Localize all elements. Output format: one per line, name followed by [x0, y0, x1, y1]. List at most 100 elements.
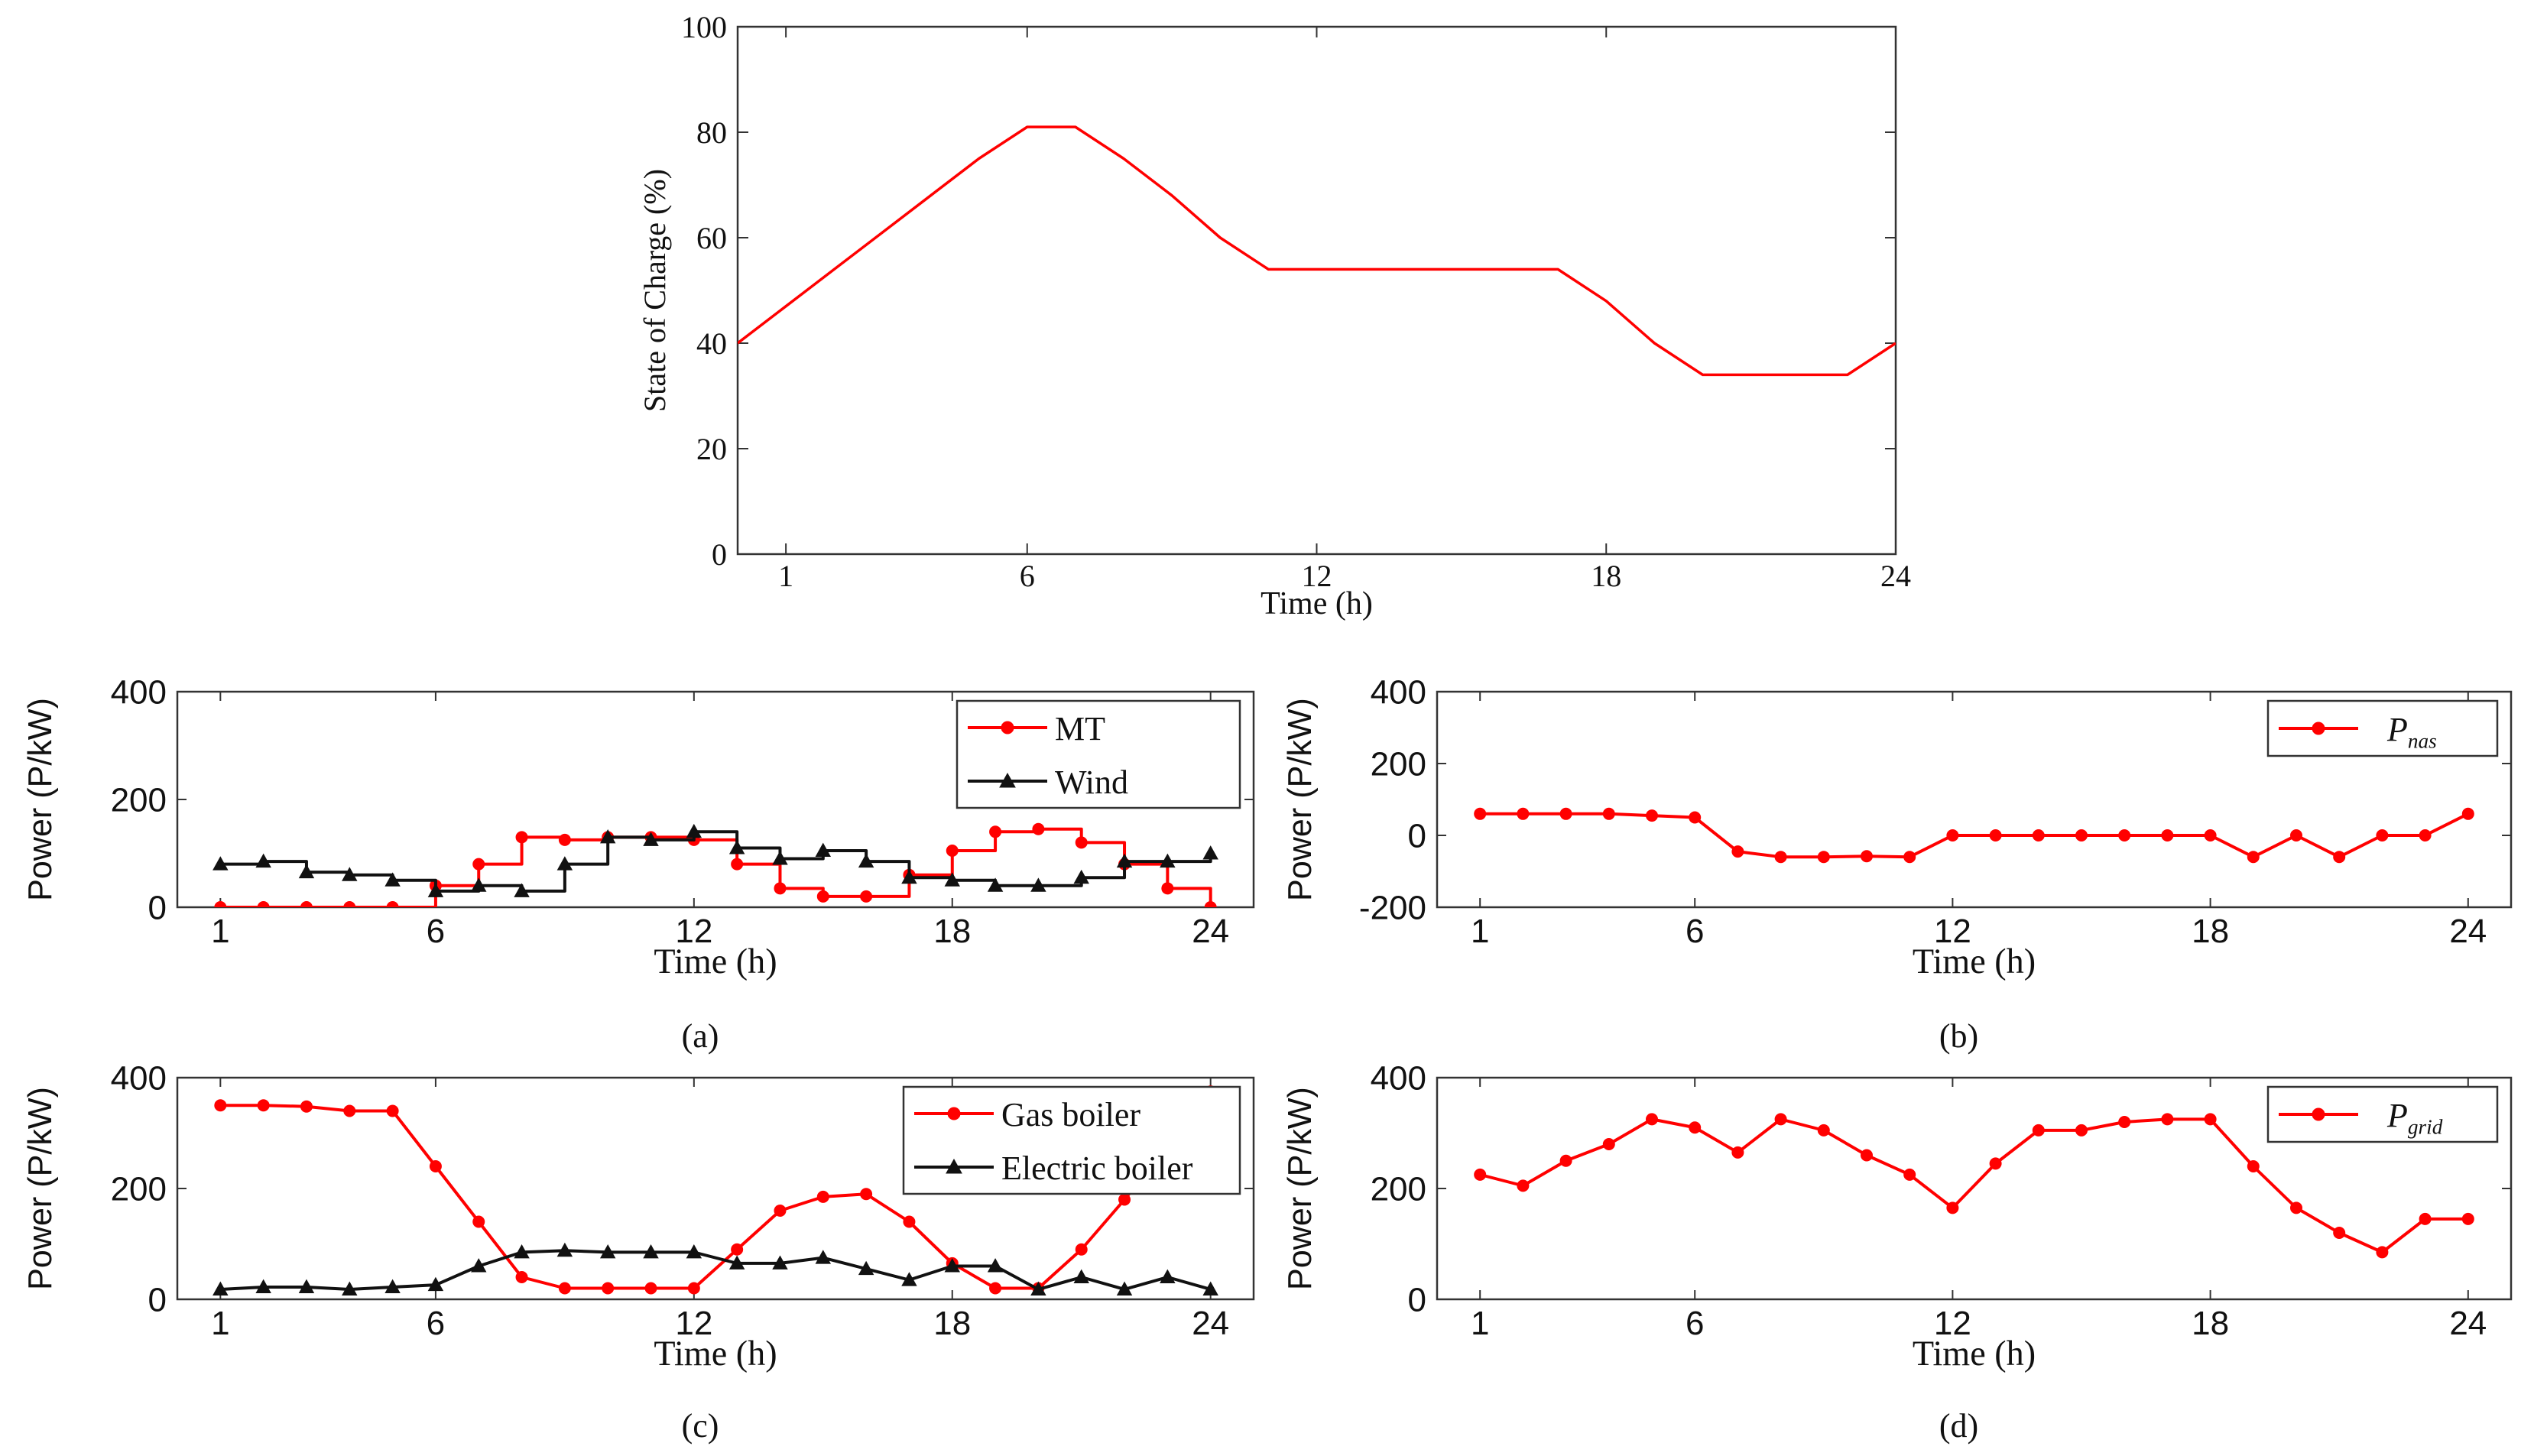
- data-point: [515, 1271, 528, 1283]
- y-tick-label: 200: [111, 1170, 167, 1208]
- panel-caption: (a): [682, 1017, 719, 1055]
- data-point: [731, 1243, 744, 1256]
- legend-subscript: grid: [2408, 1116, 2443, 1139]
- panel-caption: (d): [1939, 1407, 1978, 1445]
- data-point: [471, 1258, 487, 1273]
- legend-marker: [2312, 1107, 2325, 1121]
- data-point: [772, 851, 788, 865]
- data-point: [472, 858, 485, 871]
- data-point: [298, 864, 315, 879]
- data-point: [1160, 1269, 1176, 1283]
- chart-c: 1 6 12 18 24 0 200 400 Time (h) Power (P/kW) Gas b…: [22, 1059, 1255, 1445]
- data-point: [1116, 853, 1133, 868]
- data-point: [2333, 1227, 2346, 1239]
- data-point: [1689, 1121, 1702, 1134]
- data-point: [1817, 851, 1830, 864]
- data-point: [2032, 829, 2045, 841]
- data-point: [815, 842, 832, 857]
- chart-a: 1 6 12 18 24 0 200 400 Time (h) Power (P/kW) MT Win…: [22, 673, 1255, 1055]
- data-point: [599, 829, 616, 844]
- y-tick-label: 0: [1408, 817, 1426, 854]
- series-line: [220, 1090, 1212, 1290]
- data-point: [728, 840, 745, 854]
- data-point: [1774, 851, 1787, 864]
- y-tick-label: 100: [681, 10, 727, 44]
- data-point: [1118, 1193, 1131, 1206]
- x-tick-label: 18: [933, 1305, 971, 1342]
- legend: Pnas: [2266, 699, 2499, 757]
- data-point: [472, 1215, 485, 1228]
- y-tick-label: 200: [1371, 745, 1426, 783]
- x-axis-label: Time (h): [654, 1334, 777, 1373]
- data-point: [386, 901, 399, 907]
- data-point: [901, 869, 917, 884]
- data-point: [343, 901, 356, 907]
- legend: Pgrid: [2266, 1085, 2499, 1143]
- data-point: [1774, 1113, 1787, 1126]
- x-tick-label: 6: [1686, 1305, 1704, 1342]
- data-point: [1602, 807, 1615, 820]
- data-point: [858, 1260, 874, 1276]
- data-point: [556, 1242, 573, 1257]
- y-tick-label: 60: [696, 221, 727, 255]
- data-point: [643, 832, 659, 846]
- data-point: [1646, 1113, 1658, 1126]
- data-point: [2461, 807, 2474, 820]
- data-point: [1474, 807, 1487, 820]
- data-point: [1030, 877, 1046, 892]
- legend-marker: [947, 1107, 961, 1120]
- y-tick-label: 400: [1371, 1059, 1426, 1097]
- x-tick-label: 24: [2449, 913, 2487, 950]
- data-point: [1204, 901, 1217, 907]
- legend-marker: [999, 772, 1016, 788]
- data-point: [2461, 1212, 2474, 1225]
- chart-d: 1 6 12 18 24 0 200 400 Time (h) Power (P/kW) Pgrid…: [1282, 1059, 2513, 1445]
- legend-label: MT: [1055, 710, 1105, 747]
- data-point: [860, 1188, 873, 1201]
- x-axis-label: Time (h): [1913, 942, 2036, 981]
- data-point: [2204, 829, 2217, 841]
- data-point: [731, 858, 744, 871]
- data-point: [558, 1282, 571, 1295]
- data-point: [1946, 1201, 1959, 1214]
- data-point: [1689, 811, 1702, 824]
- x-tick-label: 6: [427, 1305, 445, 1342]
- series-line: [220, 827, 1212, 907]
- data-point: [1030, 1281, 1046, 1295]
- data-point: [342, 1281, 358, 1295]
- x-tick-label: 24: [2449, 1305, 2487, 1342]
- data-point: [602, 1282, 615, 1295]
- legend-subscript: nas: [2408, 730, 2437, 753]
- data-point: [816, 1190, 829, 1203]
- data-point: [556, 856, 573, 871]
- y-tick-label: 20: [696, 432, 727, 466]
- data-point: [901, 1272, 917, 1286]
- data-point: [2161, 1113, 2174, 1126]
- data-point: [1946, 829, 1959, 841]
- y-axis-label: State of Charge (%): [638, 169, 672, 412]
- x-tick-label: 18: [1591, 559, 1621, 593]
- data-point: [728, 1255, 745, 1270]
- legend-label: Wind: [1055, 764, 1128, 801]
- y-axis-label: Power (P/kW): [22, 1087, 59, 1290]
- y-axis-label: Power (P/kW): [1282, 698, 1319, 901]
- data-point: [816, 890, 829, 903]
- data-point: [2333, 851, 2346, 864]
- data-point: [772, 1255, 788, 1270]
- data-point: [2161, 829, 2174, 841]
- data-point: [774, 1205, 787, 1217]
- y-tick-label: 40: [696, 326, 727, 361]
- x-tick-label: 12: [675, 1305, 712, 1342]
- data-point: [429, 1160, 442, 1172]
- x-tick-label: 12: [1302, 559, 1332, 593]
- data-point: [214, 901, 227, 907]
- data-point: [1075, 836, 1088, 849]
- data-point: [255, 853, 271, 868]
- panel-caption: (b): [1939, 1017, 1978, 1055]
- data-point: [342, 867, 358, 881]
- data-point: [815, 1250, 832, 1264]
- data-point: [989, 825, 1002, 838]
- data-point: [903, 1215, 916, 1228]
- x-tick-label: 18: [2192, 1305, 2229, 1342]
- data-point: [300, 1100, 313, 1113]
